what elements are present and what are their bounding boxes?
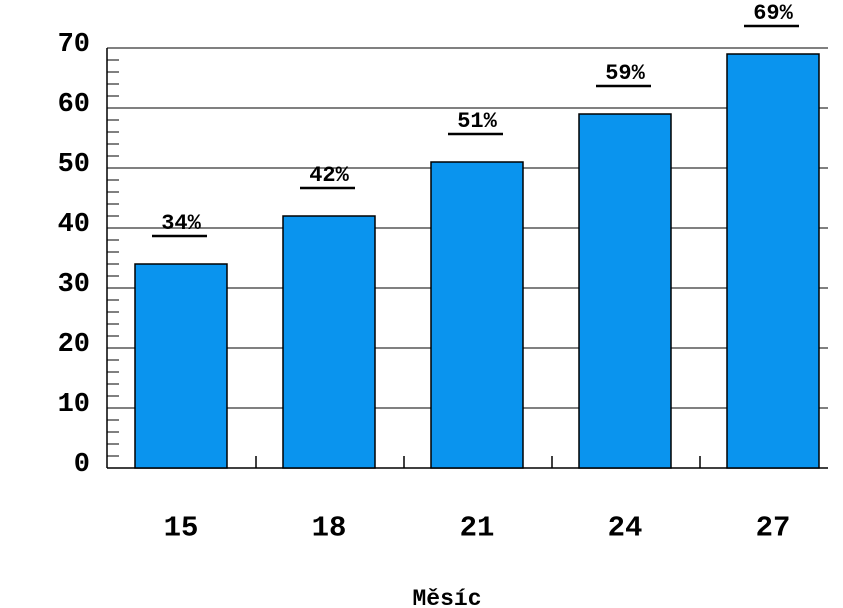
data-label: 42% bbox=[309, 163, 349, 188]
y-tick-label: 10 bbox=[58, 390, 90, 420]
bar bbox=[134, 263, 228, 469]
x-tick-label: 21 bbox=[460, 512, 495, 545]
x-axis-title: Měsíc bbox=[412, 586, 481, 608]
bar bbox=[430, 161, 524, 469]
data-label: 69% bbox=[753, 1, 793, 26]
data-label: 51% bbox=[457, 109, 497, 134]
y-tick-label: 20 bbox=[58, 330, 90, 360]
x-tick-label: 27 bbox=[756, 512, 791, 545]
x-tick-label: 24 bbox=[608, 512, 643, 545]
y-tick-label: 60 bbox=[58, 90, 90, 120]
y-tick-label: 30 bbox=[58, 270, 90, 300]
x-tick-label: 15 bbox=[164, 512, 199, 545]
bar bbox=[282, 215, 376, 469]
bar bbox=[578, 113, 672, 469]
bar bbox=[726, 53, 820, 469]
y-tick-label: 0 bbox=[74, 450, 90, 480]
data-label: 59% bbox=[605, 61, 645, 86]
y-tick-label: 50 bbox=[58, 150, 90, 180]
data-label: 34% bbox=[161, 211, 201, 236]
y-tick-label: 40 bbox=[58, 210, 90, 240]
x-tick-label: 18 bbox=[312, 512, 347, 545]
y-tick-label: 70 bbox=[58, 30, 90, 60]
